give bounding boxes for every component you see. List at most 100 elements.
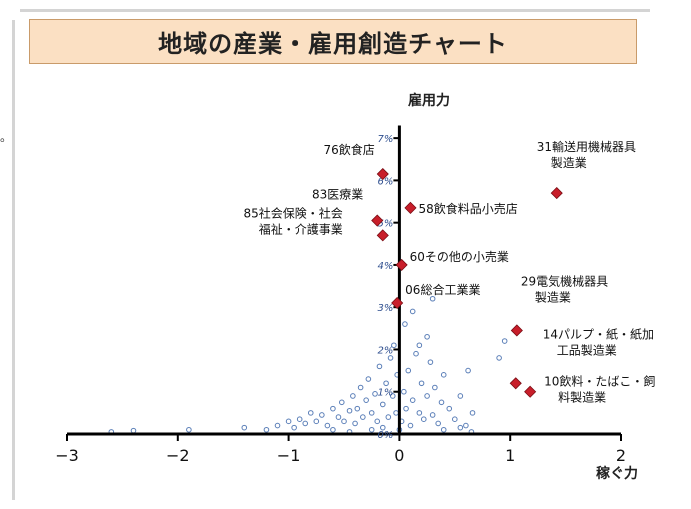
data-point <box>465 367 471 374</box>
point-label: 31輸送用機械器具 <box>537 139 636 154</box>
data-point <box>438 399 445 406</box>
point-label: 14パルプ・紙・紙加 <box>543 326 654 341</box>
data-point <box>457 393 464 399</box>
data-point <box>463 422 469 429</box>
data-point <box>324 422 331 429</box>
data-point <box>346 407 353 414</box>
data-point <box>405 367 412 374</box>
x-axis-label: 稼ぐ力 <box>596 465 638 482</box>
point-label: 83医療業 <box>312 188 363 202</box>
point-label: 10飲料・たばこ・飼 <box>544 374 655 389</box>
data-point <box>354 405 361 412</box>
data-point <box>263 426 270 433</box>
y-tick-label: 6% <box>378 176 394 187</box>
left-border <box>12 20 15 500</box>
data-point <box>409 308 416 315</box>
data-point <box>130 427 137 434</box>
highlighted-point <box>371 214 384 227</box>
data-point <box>372 391 378 397</box>
data-point <box>469 410 476 416</box>
data-point <box>457 424 464 431</box>
highlighted-point <box>509 377 522 390</box>
data-point <box>307 410 314 416</box>
data-point <box>302 420 309 427</box>
highlighted-point <box>391 296 404 310</box>
y-tick-label: 7% <box>378 134 394 145</box>
data-point <box>186 426 192 433</box>
highlighted-point <box>376 229 389 242</box>
data-point <box>385 414 392 420</box>
point-label: 58飲食料品小売店 <box>418 201 517 216</box>
point-label: 29電気機械器具 <box>521 273 608 288</box>
data-point <box>427 359 434 365</box>
data-point <box>402 321 408 327</box>
point-label: 06総合工業業 <box>405 282 480 297</box>
data-point <box>435 420 441 427</box>
y-tick-label: 2% <box>378 345 394 356</box>
highlighted-point <box>510 324 523 337</box>
data-point <box>379 424 386 431</box>
data-point <box>416 342 423 349</box>
data-point <box>440 372 447 378</box>
data-point <box>338 399 345 406</box>
other-points-layer <box>108 295 508 435</box>
data-point <box>389 393 396 399</box>
data-point <box>360 414 366 420</box>
data-point <box>379 401 386 408</box>
point-label: 60その他の小売業 <box>410 249 509 264</box>
point-label: 福祉・介護事業 <box>259 221 343 236</box>
x-tick-label: −2 <box>166 446 190 465</box>
edge-mark: 。 <box>0 130 13 144</box>
x-tick-label: 1 <box>505 446 515 465</box>
data-point <box>376 363 383 370</box>
data-point <box>296 416 303 423</box>
data-point <box>350 393 356 399</box>
data-point <box>335 414 342 420</box>
data-point <box>291 424 297 431</box>
data-point <box>446 405 453 412</box>
data-point <box>409 397 416 403</box>
highlighted-point <box>550 187 563 200</box>
data-point <box>429 295 436 302</box>
point-label: 製造業 <box>535 290 571 304</box>
data-point <box>432 384 438 391</box>
highlighted-point <box>395 258 408 271</box>
data-point <box>387 355 394 361</box>
y-tick-label: 3% <box>378 303 394 314</box>
highlighted-point <box>376 167 389 181</box>
data-point <box>401 388 407 395</box>
data-point <box>241 424 248 431</box>
data-point <box>363 397 369 403</box>
chart-title-box: 地域の産業・雇用創造チャート <box>29 19 637 64</box>
data-point <box>501 338 508 344</box>
data-point <box>407 422 414 429</box>
data-point <box>274 422 281 429</box>
data-point <box>368 410 375 416</box>
data-point <box>403 405 409 412</box>
data-point <box>352 420 358 427</box>
data-point <box>368 426 375 433</box>
data-point <box>452 416 458 423</box>
data-point <box>330 405 336 412</box>
x-tick-label: −1 <box>277 446 301 465</box>
data-point <box>330 426 336 433</box>
data-point <box>418 380 425 387</box>
data-point <box>365 376 372 382</box>
data-point <box>496 355 502 361</box>
x-tick-label: 0 <box>394 446 404 465</box>
data-point <box>440 426 447 433</box>
axes-layer: −3 −2 −1 0 1 2 0% 1% 2% 3% 4% 5% 6% 7% <box>55 125 626 465</box>
data-point <box>357 384 364 391</box>
data-point <box>420 416 427 423</box>
data-point <box>416 410 423 416</box>
point-label: 工品製造業 <box>557 343 617 357</box>
data-point <box>374 418 381 425</box>
y-tick-label: 0% <box>378 430 394 441</box>
x-tick-label: 2 <box>616 446 626 465</box>
highlighted-point <box>524 385 537 398</box>
data-point <box>391 342 397 349</box>
data-point <box>424 333 430 340</box>
y-tick-label: 1% <box>378 388 394 399</box>
